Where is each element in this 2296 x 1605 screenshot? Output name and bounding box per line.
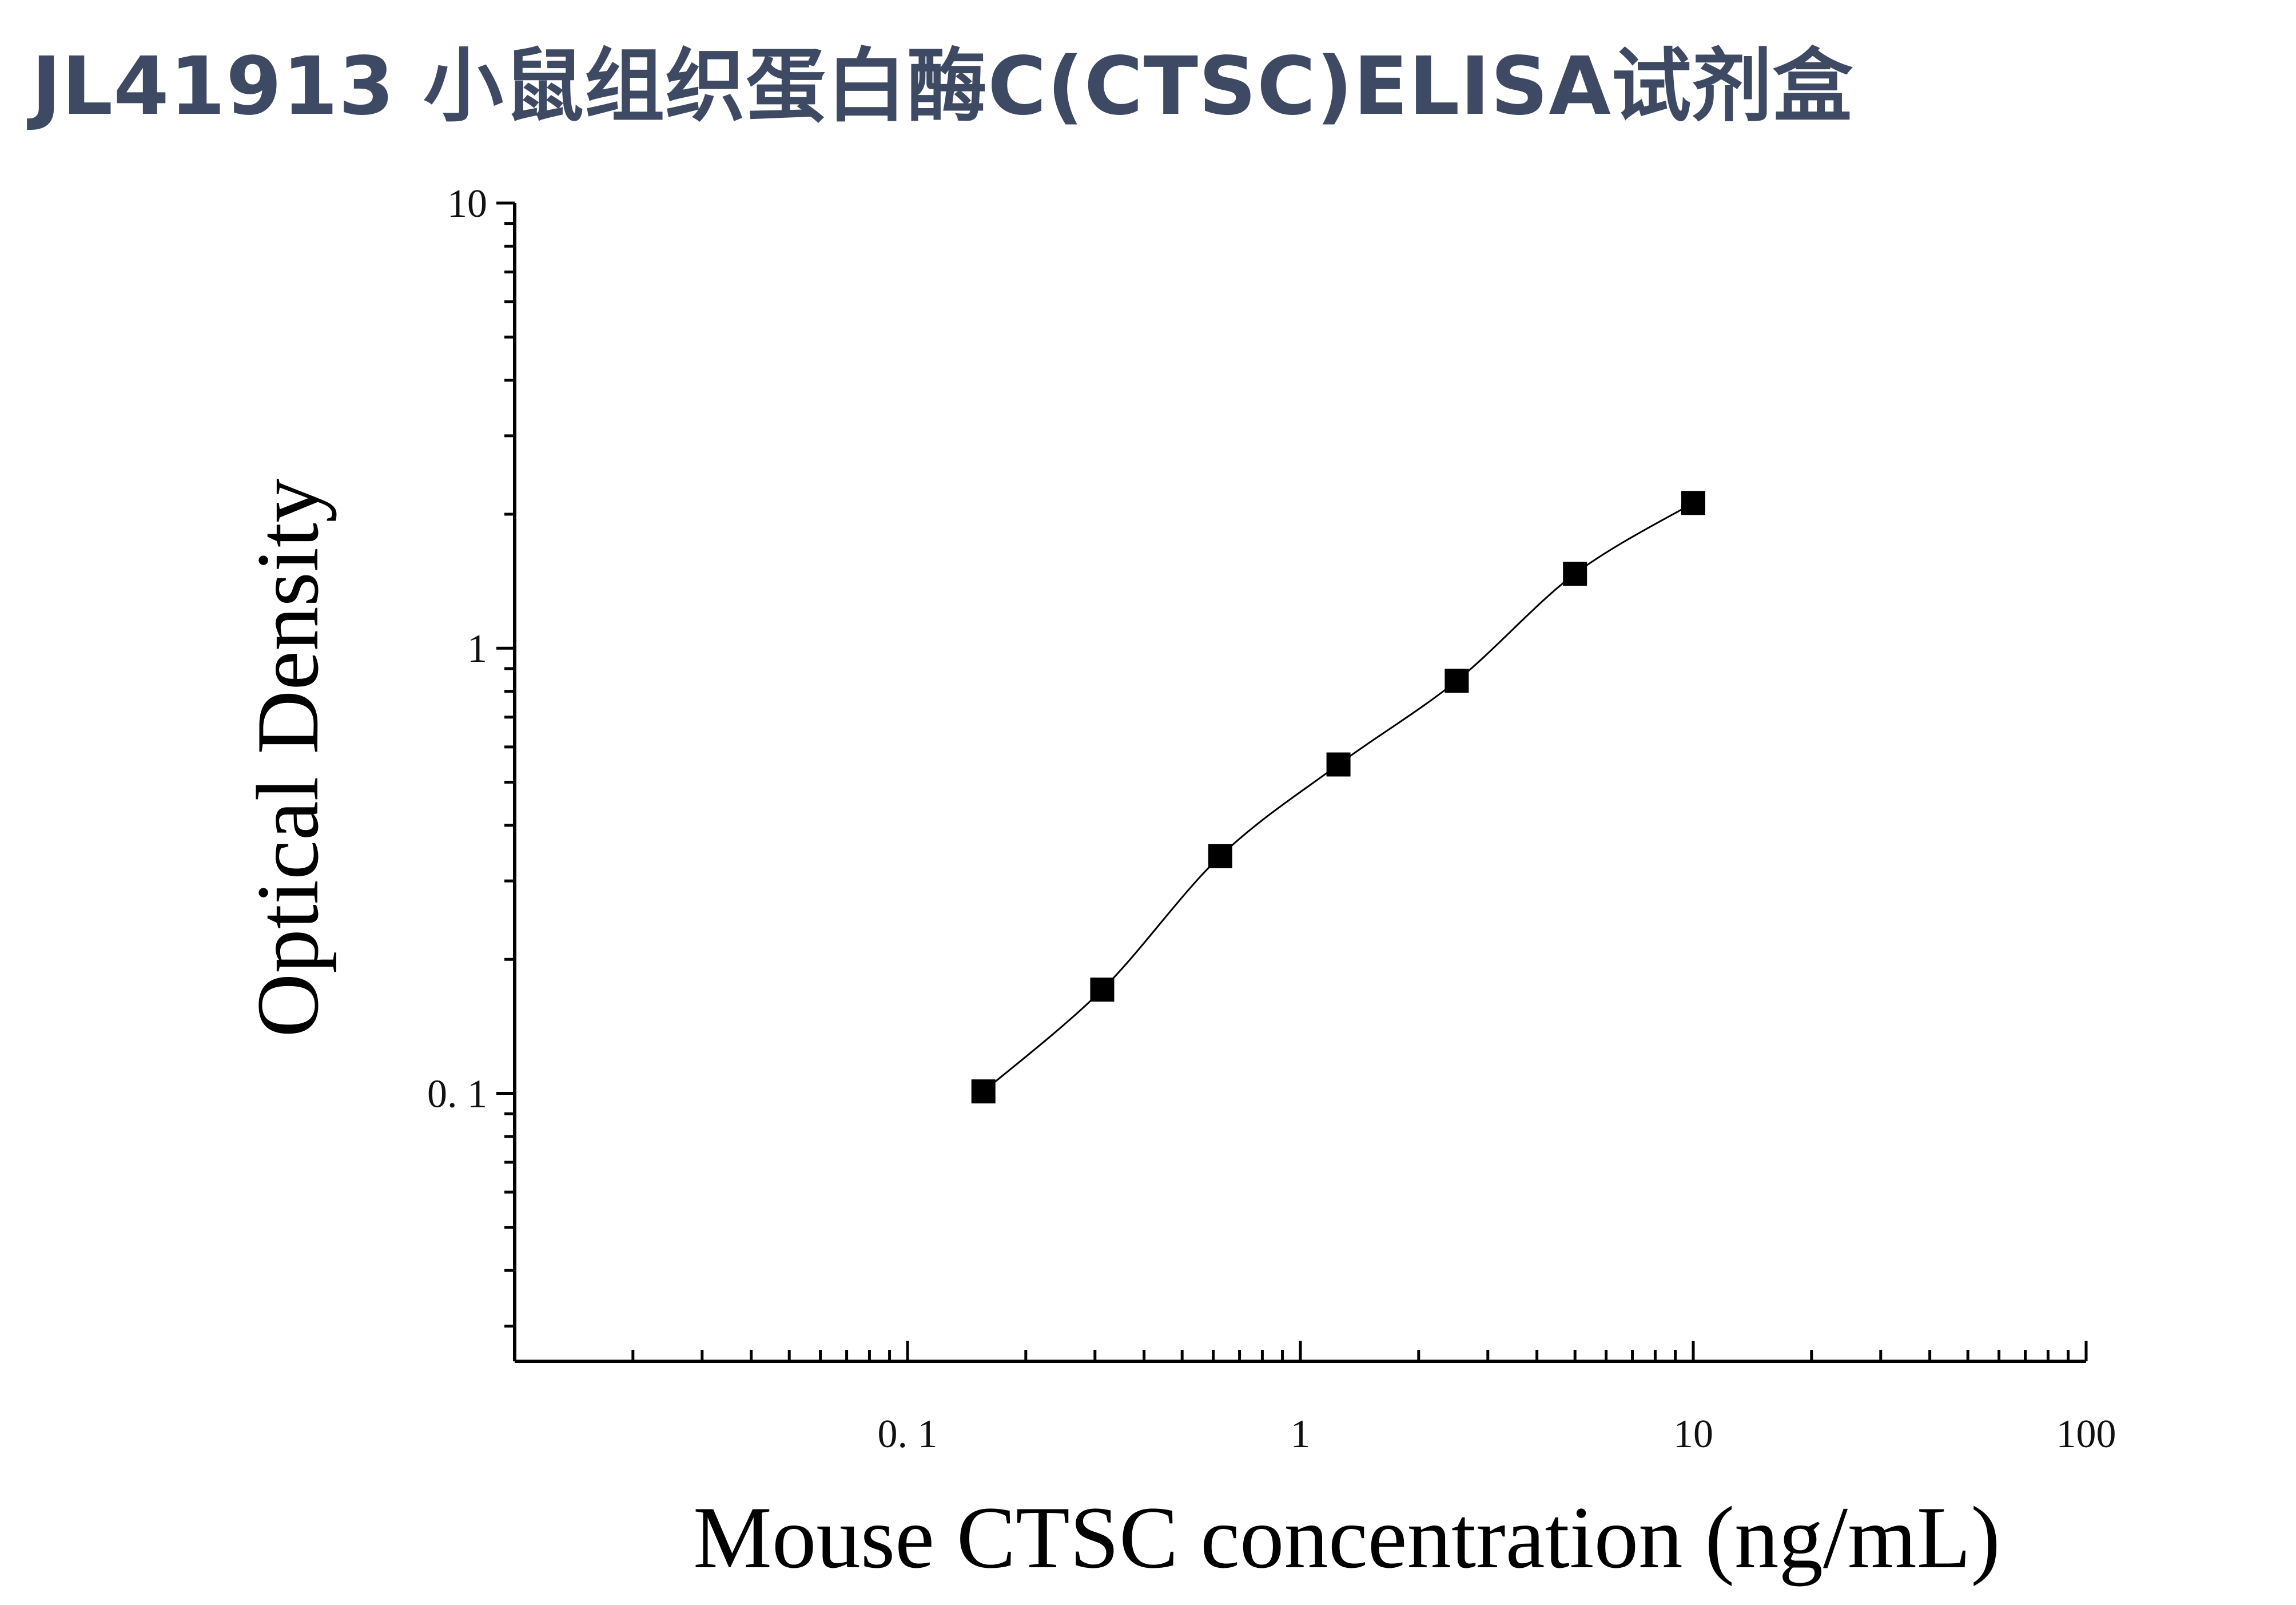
data-point — [971, 1079, 996, 1104]
data-point — [1445, 669, 1469, 693]
data-point — [1208, 844, 1232, 868]
x-tick-label: 1 — [1291, 1412, 1311, 1456]
x-tick-label: 0. 1 — [878, 1412, 938, 1456]
data-point — [1090, 978, 1115, 1002]
ticks: 0. 1 1 10 100 0. 1 1 10 — [427, 182, 2116, 1456]
data-point — [1563, 562, 1587, 586]
data-point — [1681, 491, 1705, 515]
y-axis-label: Optical Density — [238, 478, 337, 1037]
data-points — [971, 491, 1705, 1104]
data-point — [1326, 752, 1351, 777]
x-axis-label: Mouse CTSC concentration (ng/mL) — [693, 1488, 2000, 1587]
fit-line — [982, 502, 1694, 1092]
y-tick-label: 1 — [467, 627, 487, 671]
y-tick-label: 10 — [447, 182, 487, 226]
fit-curve — [982, 502, 1694, 1092]
x-tick-label: 10 — [1673, 1412, 1713, 1456]
x-tick-label: 100 — [2056, 1412, 2116, 1456]
page-title: JL41913 小鼠组织蛋白酶C(CTSC)ELISA试剂盒 — [31, 40, 1853, 133]
y-tick-label: 0. 1 — [427, 1072, 487, 1116]
axes — [513, 203, 2086, 1363]
